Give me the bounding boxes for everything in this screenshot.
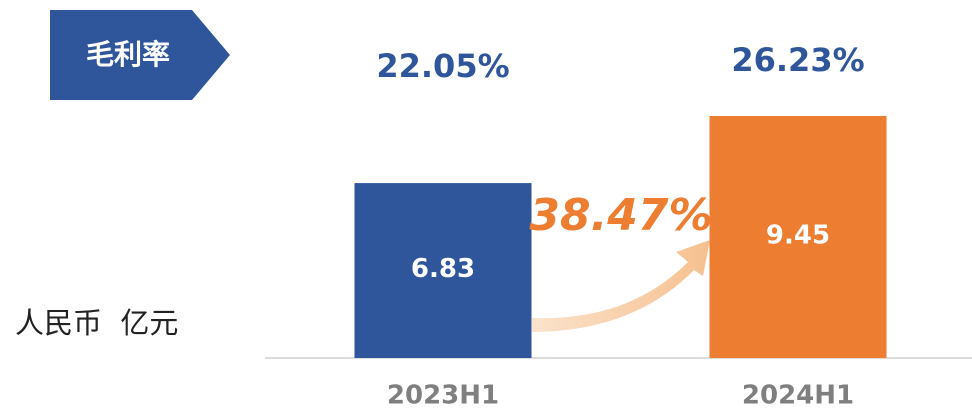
chart-title: 毛利率 <box>86 38 170 71</box>
bar-value-label: 6.83 <box>411 254 475 284</box>
title-tag <box>50 10 230 100</box>
bar <box>709 116 887 358</box>
unit-label: 人民币 亿元 <box>15 306 178 340</box>
bar <box>354 183 532 358</box>
margin-label: 22.05% <box>376 47 509 85</box>
growth-arrow <box>532 240 710 332</box>
bar-value-label: 9.45 <box>766 221 830 251</box>
x-tick-label: 2023H1 <box>387 381 499 411</box>
growth-label: 38.47% <box>529 190 712 241</box>
margin-label: 26.23% <box>731 41 864 79</box>
x-tick-label: 2024H1 <box>742 381 854 411</box>
